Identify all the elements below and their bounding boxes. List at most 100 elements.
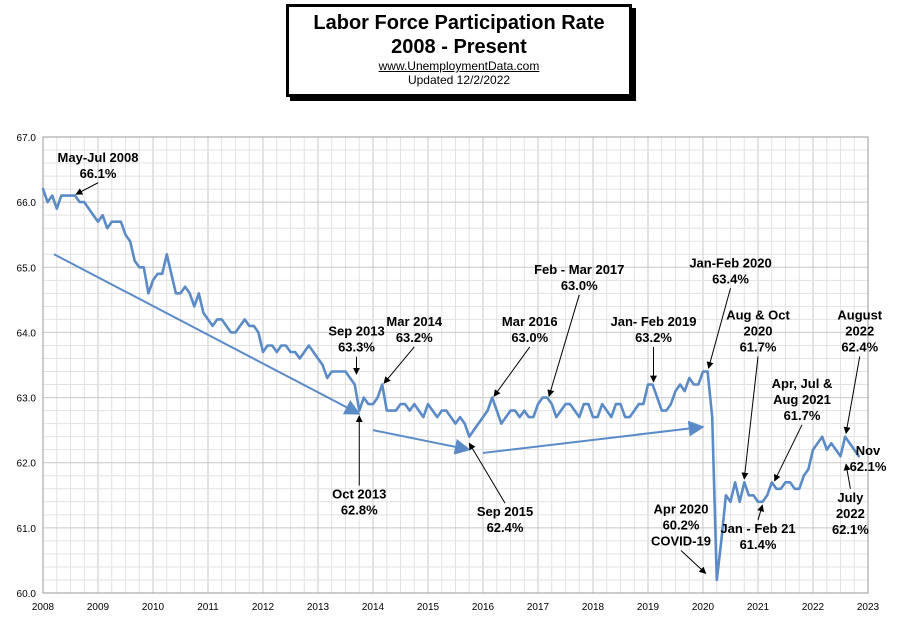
annotation-label: Feb - Mar 2017 63.0% <box>534 262 624 293</box>
x-tick-label: 2018 <box>582 602 605 613</box>
annotation-label: Jan- Feb 2019 63.2% <box>611 314 697 345</box>
x-tick-label: 2012 <box>252 602 275 613</box>
annotation-label: Nov 62.1% <box>850 443 887 474</box>
annotation-line: July <box>837 490 864 505</box>
annotation-arrow <box>843 356 861 435</box>
x-tick-label: 2015 <box>417 602 440 613</box>
annotation-line: Mar 2014 <box>386 314 442 329</box>
x-tick-label: 2011 <box>197 602 219 613</box>
annotation-line: Apr, Jul & <box>772 376 833 391</box>
x-tick-label: 2014 <box>362 602 385 613</box>
annotation-line: Sep 2015 <box>477 504 533 519</box>
annotation-line: May-Jul 2008 <box>58 150 139 165</box>
annotation-label: Oct 2013 62.8% <box>332 487 386 518</box>
annotation-arrow <box>493 346 531 397</box>
x-tick-label: 2023 <box>857 602 880 613</box>
annotation-line: 62.8% <box>341 503 378 518</box>
annotation-label: August 2022 62.4% <box>837 307 882 354</box>
annotation-line: 63.0% <box>561 278 598 293</box>
source-link[interactable]: www.UnemploymentData.com <box>378 59 540 73</box>
annotation-line: 63.2% <box>396 330 433 345</box>
annotation-arrow <box>757 504 764 521</box>
annotation-label: July 2022 62.1% <box>832 490 869 537</box>
chart-title-box: Labor Force Participation Rate 2008 - Pr… <box>286 4 632 97</box>
annotation-arrow <box>547 294 580 397</box>
trend-arrow <box>372 429 471 455</box>
x-tick-label: 2013 <box>307 602 330 613</box>
y-tick-label: 63.0 <box>17 394 37 405</box>
y-tick-label: 61.0 <box>17 524 37 535</box>
x-tick-label: 2020 <box>692 602 715 613</box>
annotation-line: Mar 2016 <box>502 314 558 329</box>
annotation-line: 61.7% <box>740 339 777 354</box>
annotation-line: 66.1% <box>80 166 117 181</box>
annotation-line: COVID-19 <box>651 534 711 549</box>
x-tick-label: 2019 <box>637 602 660 613</box>
x-tick-label: 2009 <box>87 602 110 613</box>
annotation-label: Sep 2013 63.3% <box>328 324 384 355</box>
annotation-line: 62.4% <box>487 520 524 535</box>
annotation-line: Jan - Feb 21 <box>720 521 795 536</box>
annotation-line: 62.4% <box>841 339 878 354</box>
annotation-line: Feb - Mar 2017 <box>534 262 624 277</box>
series-line <box>41 187 861 582</box>
annotation-line: 62.1% <box>850 459 887 474</box>
y-tick-label: 67.0 <box>17 133 37 144</box>
annotation-line: 62.1% <box>832 522 869 537</box>
x-tick-label: 2008 <box>32 602 55 613</box>
annotation-line: 60.2% <box>663 518 700 533</box>
y-tick-label: 60.0 <box>17 589 37 600</box>
annotation-line: Apr 2020 <box>654 502 709 517</box>
annotation-line: 63.3% <box>338 340 375 355</box>
annotation-label: Aug & Oct 2020 61.7% <box>726 307 790 354</box>
x-tick-label: 2021 <box>747 602 770 613</box>
x-tick-label: 2016 <box>472 602 495 613</box>
annotation-arrow <box>706 288 731 369</box>
x-tick-label: 2022 <box>802 602 825 613</box>
annotation-label: Apr, Jul & Aug 2021 61.7% <box>772 376 833 423</box>
trend-arrow <box>482 420 705 454</box>
y-tick-label: 62.0 <box>17 459 37 470</box>
y-tick-label: 65.0 <box>17 263 37 274</box>
annotation-label: Sep 2015 62.4% <box>477 504 533 535</box>
annotation-label: Mar 2016 63.0% <box>502 314 558 345</box>
annotation-line: Sep 2013 <box>328 324 384 339</box>
annotation-arrow <box>680 550 707 574</box>
trend-arrow <box>53 253 361 415</box>
annotation-label: Jan - Feb 21 61.4% <box>720 521 795 552</box>
annotation-arrow <box>774 424 803 482</box>
annotation-label: Apr 2020 60.2% COVID-19 <box>651 502 711 549</box>
annotation-line: 2022 <box>836 506 865 521</box>
annotation-arrow <box>75 182 99 195</box>
annotation-label: Mar 2014 63.2% <box>386 314 442 345</box>
x-tick-label: 2017 <box>527 602 550 613</box>
annotation-line: 63.2% <box>635 330 672 345</box>
annotation-arrow <box>741 356 759 480</box>
plot-area-border <box>42 136 869 594</box>
annotation-line: 63.0% <box>511 330 548 345</box>
chart-subtitle: 2008 - Present <box>391 36 527 58</box>
annotation-line: 2020 <box>744 323 773 338</box>
annotation-line: 61.4% <box>740 537 777 552</box>
chart-title: Labor Force Participation Rate <box>313 12 605 34</box>
annotation-line: Oct 2013 <box>332 487 386 502</box>
annotation-label: May-Jul 2008 66.1% <box>58 150 139 181</box>
y-tick-label: 64.0 <box>17 328 37 339</box>
annotation-line: August <box>837 307 882 322</box>
x-tick-label: 2010 <box>142 602 165 613</box>
annotation-arrow <box>843 463 851 489</box>
annotation-line: Nov <box>856 443 881 458</box>
annotation-label: Jan-Feb 2020 63.4% <box>689 255 771 286</box>
annotation-line: Aug & Oct <box>726 307 790 322</box>
annotation-arrow <box>383 346 415 384</box>
annotation-line: 63.4% <box>712 271 749 286</box>
annotation-line: Jan-Feb 2020 <box>689 255 771 270</box>
annotation-line: Aug 2021 <box>773 392 831 407</box>
y-tick-label: 66.0 <box>17 198 37 209</box>
annotation-arrow <box>468 442 506 504</box>
annotation-line: 2022 <box>845 323 874 338</box>
annotation-line: 61.7% <box>784 408 821 423</box>
annotation-line: Jan- Feb 2019 <box>611 314 697 329</box>
updated-date: Updated 12/2/2022 <box>407 73 511 87</box>
